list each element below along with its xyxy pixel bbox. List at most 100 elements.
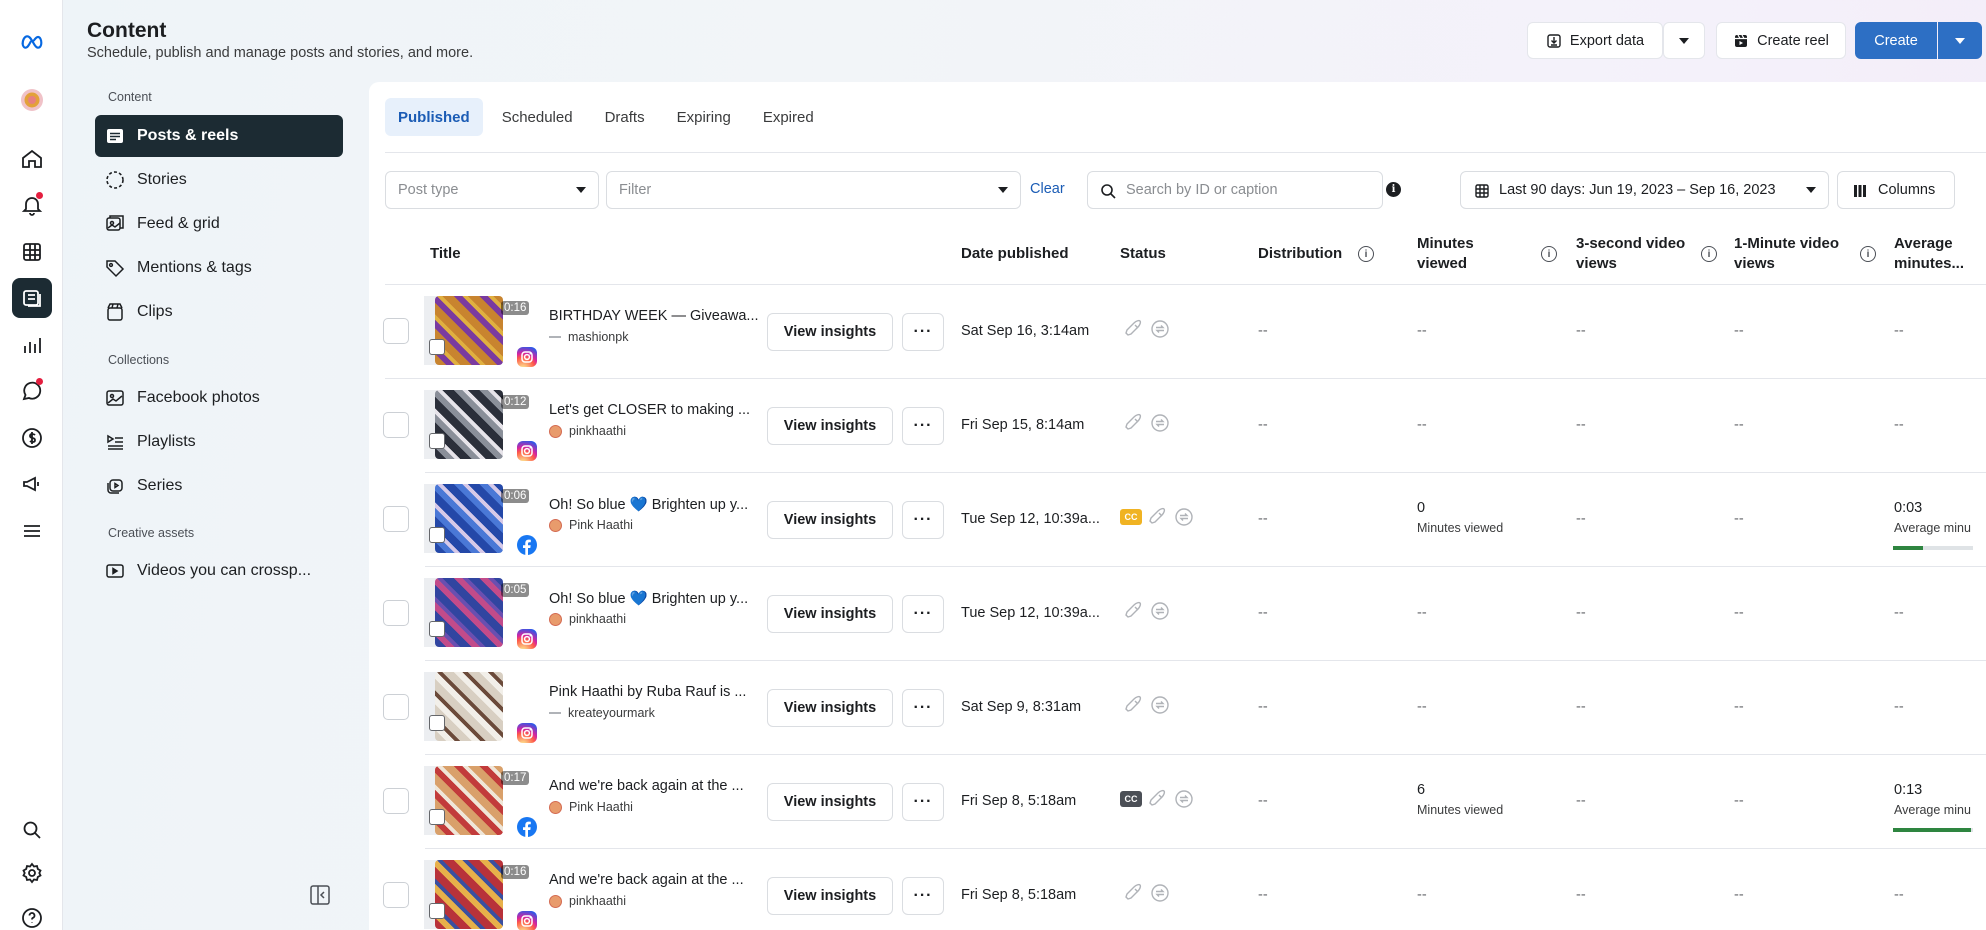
post-caption[interactable]: And we're back again at the ... [549,872,744,888]
tab-scheduled[interactable]: Scheduled [501,108,573,126]
view-insights-button[interactable]: View insights [767,407,893,445]
column-header-title[interactable]: Title [430,245,461,262]
row-checkbox[interactable] [383,788,409,814]
info-icon[interactable]: i [1701,246,1717,262]
search-info-icon[interactable]: i [1386,182,1401,197]
post-thumbnail[interactable] [435,296,503,365]
tab-expiring[interactable]: Expiring [676,108,731,126]
boost-rocket-icon[interactable] [1124,695,1144,715]
sidebar-item-crosspost-videos[interactable]: Videos you can crossp... [95,550,343,592]
monetization-icon[interactable] [12,418,52,458]
sidebar-item-clips[interactable]: Clips [95,291,343,333]
page-avatar[interactable] [12,80,52,120]
post-thumbnail[interactable] [435,484,503,553]
crosspost-icon[interactable] [1174,789,1194,809]
column-header-minutes-viewed[interactable]: Minutes viewed [1417,234,1474,274]
boost-rocket-icon[interactable] [1148,507,1168,527]
table-row[interactable]: 0:16 And we're back again at the ... pin… [369,849,1986,930]
crosspost-icon[interactable] [1150,695,1170,715]
search-field[interactable]: Search by ID or caption [1087,171,1383,209]
post-thumbnail[interactable] [435,860,503,929]
sidebar-item-posts-reels[interactable]: Posts & reels [95,115,343,157]
ads-icon[interactable] [12,464,52,504]
post-type-select[interactable]: Post type [385,171,599,209]
view-insights-button[interactable]: View insights [767,313,893,351]
inbox-icon[interactable] [12,371,52,411]
sidebar-item-feed-grid[interactable]: Feed & grid [95,203,343,245]
row-checkbox[interactable] [383,318,409,344]
more-options-button[interactable]: ··· [902,595,944,633]
column-header-date-published[interactable]: Date published [961,245,1069,262]
collapse-sidebar-icon[interactable] [309,884,331,906]
row-checkbox[interactable] [383,412,409,438]
crosspost-icon[interactable] [1174,507,1194,527]
row-checkbox[interactable] [383,694,409,720]
table-row[interactable]: 0:12 Let's get CLOSER to making ... pink… [369,379,1986,472]
planner-icon[interactable] [12,232,52,272]
insights-icon[interactable] [12,325,52,365]
sidebar-item-playlists[interactable]: Playlists [95,421,343,463]
view-insights-button[interactable]: View insights [767,689,893,727]
more-options-button[interactable]: ··· [902,501,944,539]
post-thumbnail[interactable] [435,766,503,835]
post-caption[interactable]: And we're back again at the ... [549,778,744,794]
sidebar-item-facebook-photos[interactable]: Facebook photos [95,377,343,419]
create-reel-button[interactable]: Create reel [1716,22,1846,59]
boost-rocket-icon[interactable] [1124,601,1144,621]
view-insights-button[interactable]: View insights [767,595,893,633]
filter-select[interactable]: Filter [606,171,1021,209]
sidebar-item-series[interactable]: Series [95,465,343,507]
meta-logo-icon[interactable] [12,21,52,61]
table-row[interactable]: 0:06 Oh! So blue 💙 Brighten up y... Pink… [369,473,1986,566]
view-insights-button[interactable]: View insights [767,783,893,821]
tab-published[interactable]: Published [385,98,483,136]
boost-rocket-icon[interactable] [1124,413,1144,433]
post-caption[interactable]: BIRTHDAY WEEK — Giveawa... [549,308,759,324]
post-thumbnail[interactable] [435,390,503,459]
boost-rocket-icon[interactable] [1124,883,1144,903]
column-header-1-minute-views[interactable]: 1-Minute video views [1734,234,1839,274]
table-row[interactable]: 0:17 And we're back again at the ... Pin… [369,755,1986,848]
table-row[interactable]: Pink Haathi by Ruba Rauf is ... kreateyo… [369,661,1986,754]
view-insights-button[interactable]: View insights [767,877,893,915]
column-header-status[interactable]: Status [1120,245,1166,262]
info-icon[interactable]: i [1860,246,1876,262]
home-icon[interactable] [12,139,52,179]
search-icon[interactable] [12,810,52,850]
create-options-dropdown[interactable] [1938,22,1982,59]
crosspost-icon[interactable] [1150,883,1170,903]
create-button[interactable]: Create [1855,22,1937,59]
export-data-button[interactable]: Export data [1527,22,1663,59]
view-insights-button[interactable]: View insights [767,501,893,539]
boost-rocket-icon[interactable] [1148,789,1168,809]
more-options-button[interactable]: ··· [902,313,944,351]
boost-rocket-icon[interactable] [1124,319,1144,339]
post-caption[interactable]: Oh! So blue 💙 Brighten up y... [549,497,749,513]
post-thumbnail[interactable] [435,672,503,741]
row-checkbox[interactable] [383,600,409,626]
content-icon[interactable] [12,278,52,318]
post-caption[interactable]: Let's get CLOSER to making ... [549,402,751,418]
settings-gear-icon[interactable] [12,853,52,893]
post-caption[interactable]: Oh! So blue 💙 Brighten up y... [549,591,749,607]
crosspost-icon[interactable] [1150,601,1170,621]
post-caption[interactable]: Pink Haathi by Ruba Rauf is ... [549,684,747,700]
sidebar-item-stories[interactable]: Stories [95,159,343,201]
more-options-button[interactable]: ··· [902,407,944,445]
more-options-button[interactable]: ··· [902,783,944,821]
row-checkbox[interactable] [383,882,409,908]
crosspost-icon[interactable] [1150,319,1170,339]
table-row[interactable]: 0:05 Oh! So blue 💙 Brighten up y... pink… [369,567,1986,660]
date-range-select[interactable]: Last 90 days: Jun 19, 2023 – Sep 16, 202… [1460,171,1829,209]
tab-drafts[interactable]: Drafts [604,108,645,126]
info-icon[interactable]: i [1358,246,1374,262]
columns-button[interactable]: Columns [1837,171,1955,209]
tab-expired[interactable]: Expired [762,108,814,126]
column-header-3-second-views[interactable]: 3-second video views [1576,234,1685,274]
sidebar-item-mentions-tags[interactable]: Mentions & tags [95,247,343,289]
column-header-distribution[interactable]: Distribution [1258,245,1343,262]
help-icon[interactable] [12,898,52,930]
post-thumbnail[interactable] [435,578,503,647]
table-row[interactable]: 0:16 BIRTHDAY WEEK — Giveawa... mashionp… [369,285,1986,378]
crosspost-icon[interactable] [1150,413,1170,433]
